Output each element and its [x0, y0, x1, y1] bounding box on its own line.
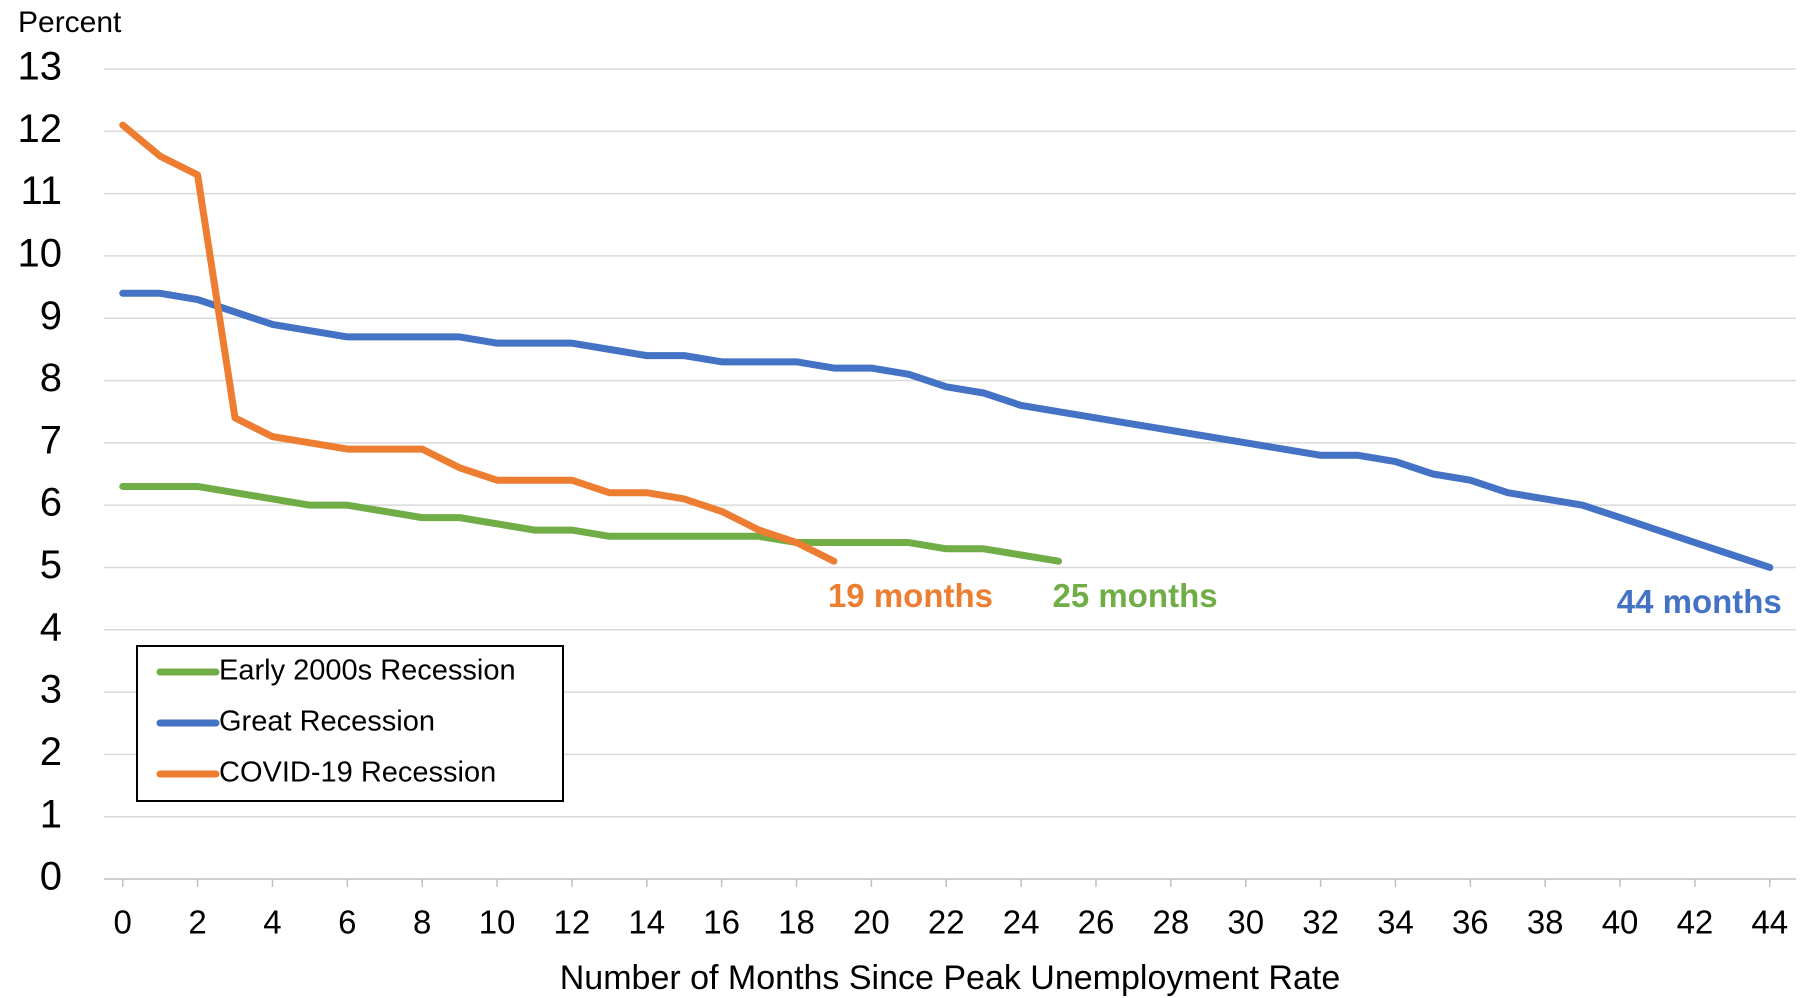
series-line	[119, 121, 838, 565]
x-tick-label: 40	[1602, 904, 1639, 941]
y-tick-label: 6	[40, 481, 62, 525]
x-tick-label: 44	[1751, 904, 1788, 941]
x-axis-label: Number of Months Since Peak Unemployment…	[560, 959, 1340, 997]
series-end-label: 44 months	[1617, 583, 1782, 620]
y-tick-label: 0	[40, 855, 62, 899]
y-tick-label: 9	[40, 294, 62, 338]
y-tick-label: 5	[40, 543, 62, 587]
series-line	[119, 289, 1774, 571]
y-tick-label: 4	[40, 605, 62, 649]
x-tick-label: 2	[188, 904, 206, 941]
x-tick-label: 34	[1377, 904, 1414, 941]
x-tick-label: 0	[114, 904, 132, 941]
x-tick-label: 30	[1227, 904, 1264, 941]
x-tick-label: 32	[1302, 904, 1339, 941]
x-tick-label: 38	[1527, 904, 1564, 941]
x-tick-label: 18	[778, 904, 815, 941]
x-tick-label: 14	[628, 904, 665, 941]
x-tick-label: 24	[1003, 904, 1040, 941]
legend: Early 2000s Recession Great Recession COVI…	[136, 645, 564, 802]
legend-label: Great Recession	[219, 706, 435, 738]
x-tick-label: 10	[479, 904, 516, 941]
series-end-label: 25 months	[1053, 577, 1218, 614]
x-tick-label: 8	[413, 904, 431, 941]
x-tick-label: 36	[1452, 904, 1489, 941]
y-tick-label: 1	[40, 792, 62, 836]
y-tick-label: 10	[18, 231, 63, 275]
y-tick-label: 12	[18, 107, 63, 151]
x-tick-label: 28	[1152, 904, 1189, 941]
y-tick-label: 13	[18, 45, 63, 89]
x-tick-label: 6	[338, 904, 356, 941]
y-tick-label: 7	[40, 418, 62, 462]
y-tick-label: 2	[40, 730, 62, 774]
y-axis-label: Percent	[18, 6, 122, 39]
x-tick-label: 22	[928, 904, 965, 941]
legend-label: COVID-19 Recession	[219, 757, 496, 789]
x-tick-label: 4	[263, 904, 281, 941]
x-tick-label: 42	[1677, 904, 1714, 941]
x-tick-label: 12	[554, 904, 591, 941]
x-tick-label: 16	[703, 904, 740, 941]
y-tick-label: 11	[20, 169, 62, 213]
x-tick-label: 20	[853, 904, 890, 941]
x-tick-label: 26	[1078, 904, 1115, 941]
y-tick-label: 8	[40, 356, 62, 400]
series-line	[119, 482, 1063, 565]
series-end-label: 19 months	[828, 577, 993, 614]
legend-label: Early 2000s Recession	[219, 655, 516, 687]
y-tick-label: 3	[40, 668, 62, 712]
